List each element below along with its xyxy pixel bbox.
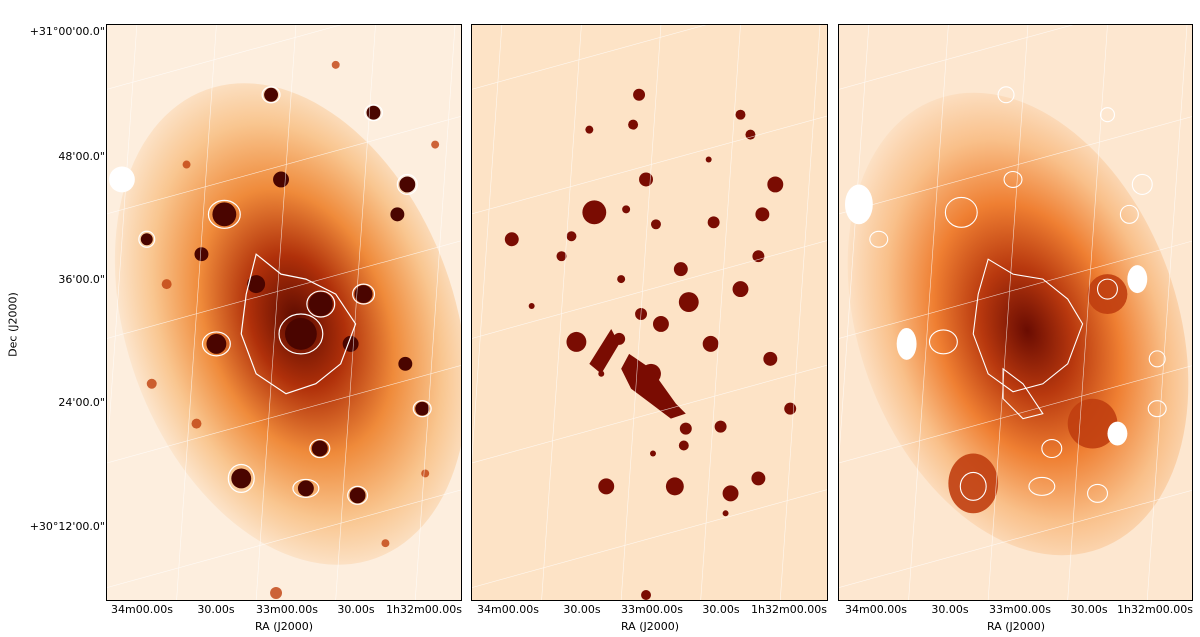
x-tick-label: 1h32m00.00s	[1117, 603, 1193, 616]
y-tick-label: +31°00'00.0"	[29, 25, 105, 38]
galaxy-image-left	[107, 25, 461, 600]
x-tick-label: 34m00.00s	[111, 603, 173, 616]
image-panel-middle	[471, 24, 828, 601]
x-tick-label: 34m00.00s	[477, 603, 539, 616]
x-axis-label: RA (J2000)	[620, 620, 680, 633]
x-tick-label: 33m00.00s	[621, 603, 683, 616]
y-tick-label: 48'00.0"	[58, 150, 105, 163]
x-tick-label: 30.00s	[563, 603, 601, 616]
x-tick-label: 30.00s	[702, 603, 740, 616]
y-tick-label: 24'00.0"	[58, 396, 105, 409]
x-tick-label: 30.00s	[197, 603, 235, 616]
x-tick-label: 30.00s	[1070, 603, 1108, 616]
x-tick-label: 30.00s	[931, 603, 969, 616]
y-tick-label: 36'00.0"	[58, 273, 105, 286]
y-tick-label: +30°12'00.0"	[29, 520, 105, 533]
x-axis-label: RA (J2000)	[254, 620, 314, 633]
x-tick-label: 1h32m00.00s	[386, 603, 462, 616]
x-tick-label: 33m00.00s	[256, 603, 318, 616]
x-tick-label: 30.00s	[337, 603, 375, 616]
x-axis-label: RA (J2000)	[986, 620, 1046, 633]
x-tick-label: 34m00.00s	[845, 603, 907, 616]
x-tick-label: 1h32m00.00s	[751, 603, 827, 616]
mask-image-middle	[472, 25, 827, 600]
x-tick-label: 33m00.00s	[989, 603, 1051, 616]
image-panel-left	[106, 24, 462, 601]
smoothed-image-right	[839, 25, 1192, 600]
y-axis-label: Dec (J2000)	[6, 292, 20, 357]
image-panel-right	[838, 24, 1193, 601]
